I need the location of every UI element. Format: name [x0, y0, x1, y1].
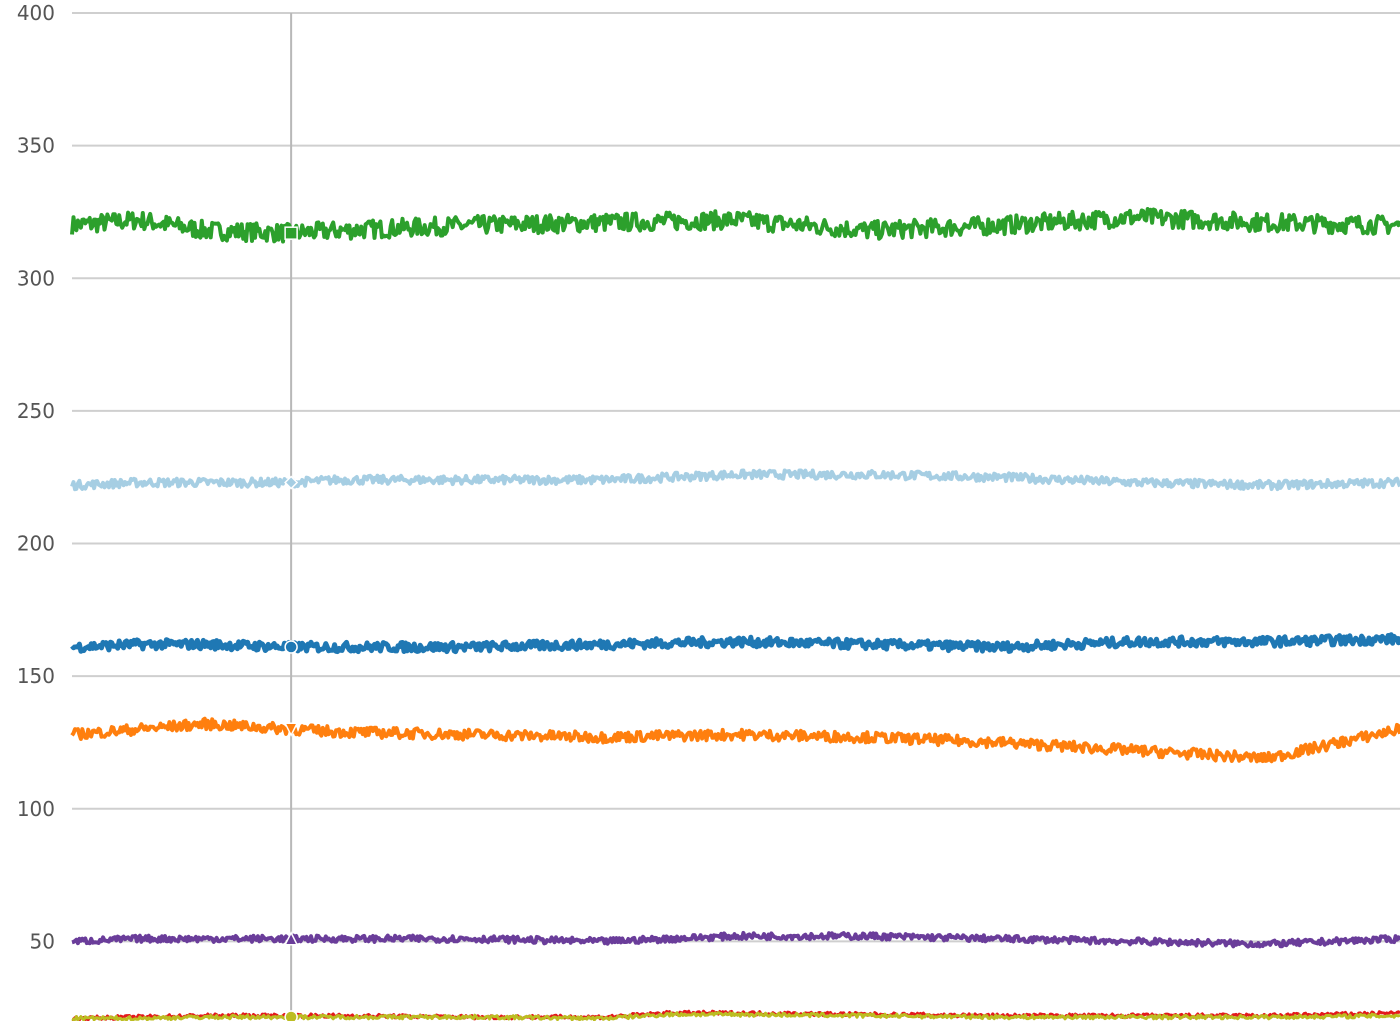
cursor-marker-3 — [284, 640, 298, 654]
series-line-1 — [70, 207, 1400, 244]
y-tick-label-200: 200 — [17, 532, 55, 556]
series-lines — [70, 207, 1400, 1021]
y-tick-label-150: 150 — [17, 664, 55, 688]
series-line-3 — [70, 632, 1400, 655]
cursor-markers — [283, 226, 299, 1021]
y-tick-label-350: 350 — [17, 134, 55, 158]
series-line-2 — [70, 468, 1400, 492]
gridlines — [72, 12, 1400, 943]
y-tick-label-400: 400 — [17, 1, 55, 25]
series-line-4 — [70, 716, 1400, 764]
y-tick-label-100: 100 — [17, 797, 55, 821]
y-tick-label-50: 50 — [30, 929, 55, 953]
cursor-marker-4 — [283, 722, 299, 737]
cursor-marker-2 — [284, 475, 299, 490]
cursor-marker-7 — [284, 1010, 298, 1021]
cursor-marker-1 — [284, 226, 298, 240]
cursor-marker-5 — [283, 931, 299, 946]
series-line-5 — [71, 930, 1400, 949]
y-tick-label-300: 300 — [17, 266, 55, 290]
y-tick-label-250: 250 — [17, 399, 55, 423]
y-axis-ticks: 400 350 300 250 200 150 100 50 — [17, 1, 55, 953]
